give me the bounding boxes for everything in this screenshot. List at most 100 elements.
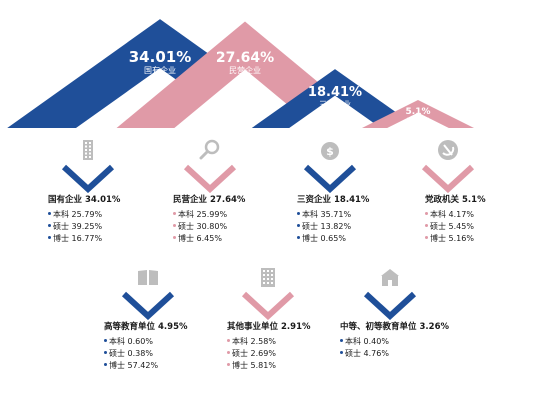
triangle-value: 5.1% (405, 106, 431, 117)
bullet-dot (173, 212, 176, 215)
degree-value: 25.79% (71, 210, 103, 219)
degree-value: 57.42% (127, 361, 159, 370)
category-block-1: 民营企业 27.64% 本科 25.99% 硕士 30.80% 博士 6.45% (173, 193, 248, 245)
category-block-3: 党政机关 5.1% 本科 4.17% 硕士 5.45% 博士 5.16% (425, 193, 489, 245)
triangle-label-3: 5.1% 党政机关 (378, 106, 458, 125)
money-bag-icon: $ (321, 142, 339, 160)
category-title: 高等教育单位 4.95% (104, 320, 191, 332)
triangle-label-0: 34.01% 国有企业 (120, 47, 200, 75)
bullet-dot (425, 236, 428, 239)
triangle-category: 民营企业 (229, 66, 261, 76)
degree-label: 硕士 (178, 222, 194, 231)
category-block-0: 国有企业 34.01% 本科 25.79% 硕士 39.25% 博士 16.77% (48, 193, 123, 245)
category-block-6: 中等、初等教育单位 3.26% 本科 0.40% 硕士 4.76% (340, 320, 452, 360)
degree-value: 0.60% (127, 337, 153, 346)
bullet-dot (173, 236, 176, 239)
bullet-dot (48, 212, 51, 215)
degree-value: 25.99% (196, 210, 228, 219)
triangle-cutout-3 (387, 112, 449, 128)
degree-row: 博士 5.81% (227, 360, 314, 372)
triangle-category: 三资企业 (319, 99, 351, 109)
category-name: 国有企业 (48, 195, 83, 205)
degree-row: 博士 57.42% (104, 360, 191, 372)
bullet-dot (297, 224, 300, 227)
bullet-dot (227, 363, 230, 366)
bullet-dot (227, 351, 230, 354)
category-value: 5.1% (462, 195, 486, 205)
category-name: 中等、初等教育单位 (340, 322, 417, 332)
degree-label: 本科 (232, 337, 248, 346)
degree-row: 本科 2.58% (227, 336, 314, 348)
bullet-dot (340, 339, 343, 342)
category-name: 其他事业单位 (227, 322, 279, 332)
chevron-mark-5 (241, 291, 295, 320)
degree-label: 硕士 (53, 222, 69, 231)
degree-value: 4.17% (448, 210, 474, 219)
triangle-value: 34.01% (128, 47, 192, 66)
degree-value: 35.71% (320, 210, 352, 219)
degree-label: 本科 (109, 337, 125, 346)
bullet-dot (227, 339, 230, 342)
category-title: 中等、初等教育单位 3.26% (340, 320, 452, 332)
bullet-dot (104, 363, 107, 366)
category-title: 党政机关 5.1% (425, 193, 489, 205)
category-name: 党政机关 (425, 195, 460, 205)
book-icon (138, 270, 158, 285)
degree-row: 本科 35.71% (297, 209, 372, 221)
degree-row: 本科 25.99% (173, 209, 248, 221)
degree-value: 0.38% (127, 349, 153, 358)
degree-label: 本科 (302, 210, 318, 219)
category-block-2: 三资企业 18.41% 本科 35.71% 硕士 13.82% 博士 0.65% (297, 193, 372, 245)
bullet-dot (104, 339, 107, 342)
degree-value: 5.81% (250, 361, 276, 370)
category-name: 民营企业 (173, 195, 208, 205)
degree-value: 2.58% (250, 337, 276, 346)
degree-value: 0.65% (320, 234, 346, 243)
chevron-mark-6 (363, 291, 417, 320)
degree-label: 硕士 (109, 349, 125, 358)
chevron-mark-0 (61, 164, 115, 193)
degree-row: 博士 0.65% (297, 233, 372, 245)
bullet-dot (48, 236, 51, 239)
triangle-cutout-2 (289, 95, 381, 128)
office-building-icon (261, 268, 275, 287)
chevron-mark-2 (303, 164, 357, 193)
degree-label: 博士 (430, 234, 446, 243)
degree-row: 硕士 13.82% (297, 221, 372, 233)
category-title: 三资企业 18.41% (297, 193, 372, 205)
triangle-category: 党政机关 (405, 117, 430, 125)
category-block-4: 高等教育单位 4.95% 本科 0.60% 硕士 0.38% 博士 57.42% (104, 320, 191, 372)
category-value: 3.26% (419, 322, 450, 332)
category-block-5: 其他事业单位 2.91% 本科 2.58% 硕士 2.69% 博士 5.81% (227, 320, 314, 372)
degree-row: 硕士 4.76% (340, 348, 452, 360)
category-value: 4.95% (158, 322, 188, 332)
degree-row: 硕士 0.38% (104, 348, 191, 360)
degree-label: 博士 (109, 361, 125, 370)
degree-value: 39.25% (71, 222, 103, 231)
triangle-category: 国有企业 (144, 65, 176, 75)
chevron-mark-3 (421, 164, 475, 193)
triangle-label-2: 18.41% 三资企业 (295, 86, 375, 109)
degree-label: 博士 (178, 234, 194, 243)
category-name: 高等教育单位 (104, 322, 156, 332)
degree-row: 硕士 39.25% (48, 221, 123, 233)
building-icon (83, 140, 93, 160)
degree-row: 硕士 30.80% (173, 221, 248, 233)
degree-label: 博士 (302, 234, 318, 243)
degree-row: 博士 6.45% (173, 233, 248, 245)
triangle-value: 18.41% (307, 84, 363, 100)
triangle-value: 27.64% (215, 50, 275, 67)
degree-row: 硕士 2.69% (227, 348, 314, 360)
category-value: 34.01% (85, 195, 121, 205)
bullet-dot (104, 351, 107, 354)
category-title: 其他事业单位 2.91% (227, 320, 314, 332)
hammer-sickle-icon (438, 140, 458, 160)
category-value: 27.64% (210, 195, 246, 205)
degree-value: 13.82% (320, 222, 352, 231)
degree-label: 硕士 (345, 349, 361, 358)
degree-label: 硕士 (302, 222, 318, 231)
degree-label: 本科 (430, 210, 446, 219)
degree-row: 博士 5.16% (425, 233, 489, 245)
degree-value: 5.45% (448, 222, 474, 231)
